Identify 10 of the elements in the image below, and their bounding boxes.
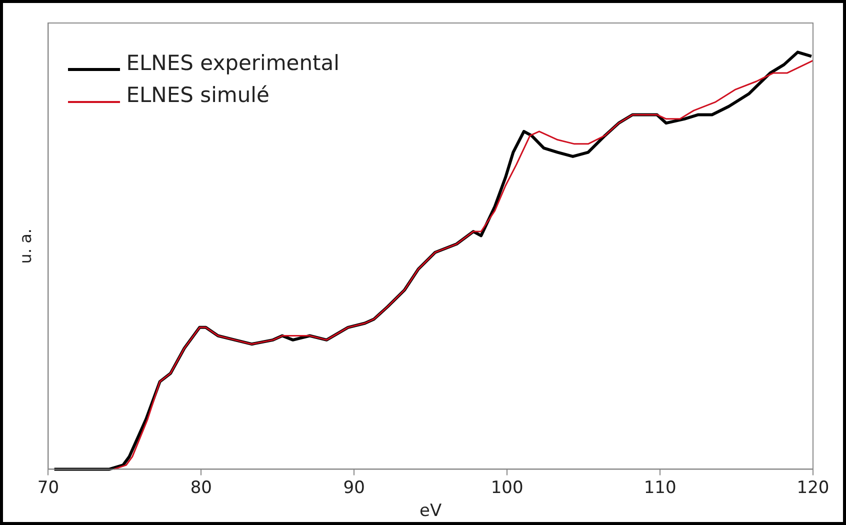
x-tick-label: 100 xyxy=(490,478,524,498)
x-axis-title: eV xyxy=(420,501,442,522)
x-tick-label: 80 xyxy=(190,478,212,498)
x-tick-label: 120 xyxy=(796,478,830,498)
legend-label: ELNES experimental xyxy=(126,51,340,75)
legend-label: ELNES simulé xyxy=(126,83,270,107)
x-tick-label: 70 xyxy=(37,478,60,498)
x-tick-label: 90 xyxy=(343,478,365,498)
y-axis-title: u. a. xyxy=(16,228,35,264)
x-tick-label: 110 xyxy=(644,478,676,498)
